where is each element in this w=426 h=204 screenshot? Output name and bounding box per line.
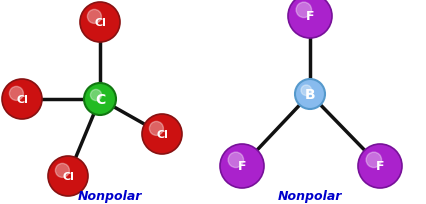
Circle shape xyxy=(301,86,311,96)
Circle shape xyxy=(295,80,325,110)
Circle shape xyxy=(358,144,402,188)
Text: Cl: Cl xyxy=(16,94,28,104)
Text: Cl: Cl xyxy=(156,129,168,139)
Circle shape xyxy=(228,152,244,168)
Circle shape xyxy=(48,156,88,196)
Text: Nonpolar: Nonpolar xyxy=(278,190,342,203)
Circle shape xyxy=(2,80,42,119)
Circle shape xyxy=(84,84,116,115)
Text: Cl: Cl xyxy=(94,18,106,28)
Text: F: F xyxy=(306,10,314,23)
Circle shape xyxy=(142,114,182,154)
Circle shape xyxy=(150,122,164,136)
Circle shape xyxy=(80,3,120,43)
Circle shape xyxy=(296,3,311,18)
Circle shape xyxy=(366,152,382,168)
Circle shape xyxy=(9,87,23,101)
Text: B: B xyxy=(305,88,315,102)
Text: C: C xyxy=(95,93,105,106)
Circle shape xyxy=(87,10,101,24)
Text: Cl: Cl xyxy=(62,171,74,181)
Text: Nonpolar: Nonpolar xyxy=(78,190,142,203)
Text: F: F xyxy=(376,160,384,173)
Text: F: F xyxy=(238,160,246,173)
Circle shape xyxy=(55,164,69,177)
Circle shape xyxy=(90,90,101,101)
Circle shape xyxy=(288,0,332,39)
Circle shape xyxy=(220,144,264,188)
